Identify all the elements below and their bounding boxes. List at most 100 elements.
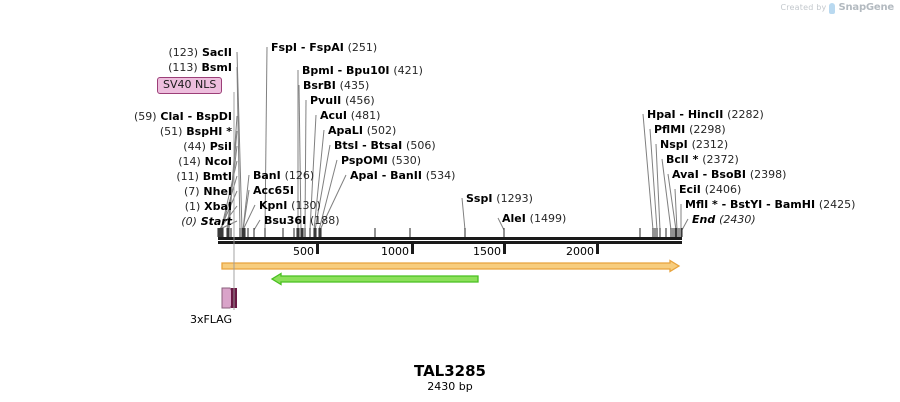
site-position: (530)	[391, 154, 422, 167]
restriction-site-label[interactable]: (51) BspHI *	[160, 125, 232, 138]
site-leader-line	[655, 143, 661, 231]
site-enzyme-name: BsmI	[197, 61, 233, 74]
restriction-site-label[interactable]: BanI (126)	[253, 169, 314, 182]
restriction-site-label[interactable]: MflI * - BstYI - BamHI (2425)	[685, 198, 855, 211]
site-position: (51)	[159, 125, 183, 138]
site-position: (2425)	[818, 198, 856, 211]
site-leader-line	[242, 189, 250, 231]
site-leader-line	[667, 173, 677, 231]
feature-badge-sv40-nls[interactable]: SV40 NLS	[157, 77, 223, 94]
site-enzyme-name: ApaLI	[328, 124, 367, 137]
restriction-site-label[interactable]: KpnI (130)	[259, 199, 321, 212]
site-position: (0)	[181, 215, 197, 228]
site-position: (534)	[425, 169, 456, 182]
restriction-site-label[interactable]: BsrBI (435)	[303, 79, 369, 92]
restriction-site-label[interactable]: (0) Start	[181, 215, 232, 228]
restriction-site-label[interactable]: ApaI - BanII (534)	[350, 169, 455, 182]
site-position: (481)	[350, 109, 381, 122]
site-position: (1293)	[496, 192, 533, 205]
site-enzyme-name: SacII	[198, 46, 232, 59]
restriction-site-label[interactable]: BtsI - BtsaI (506)	[334, 139, 436, 152]
site-position: (188)	[310, 214, 340, 227]
restriction-site-label[interactable]: (123) SacII	[169, 46, 232, 59]
site-leader-line	[314, 144, 331, 231]
site-leader-line	[309, 114, 317, 231]
site-position: (421)	[393, 64, 423, 77]
restriction-site-label[interactable]: (44) PsiI	[183, 140, 232, 153]
restriction-site-label[interactable]: (59) ClaI - BspDI	[134, 110, 232, 123]
restriction-site-label[interactable]: Bsu36I (188)	[264, 214, 340, 227]
restriction-site-label[interactable]: FspI - FspAI (251)	[271, 41, 377, 54]
restriction-site-label[interactable]: (113) BsmI	[168, 61, 232, 74]
ruler-tick	[503, 244, 506, 254]
site-enzyme-name: ApaI - BanII	[350, 169, 426, 182]
site-position: (2406)	[704, 183, 742, 196]
site-enzyme-name: KpnI	[259, 199, 292, 212]
restriction-site-label[interactable]: AleI (1499)	[502, 212, 566, 225]
ruler-tick-label: 500	[293, 245, 314, 258]
ruler-tick	[316, 244, 319, 254]
site-position: (123)	[168, 46, 199, 59]
cut-site-ticks-group	[217, 228, 683, 237]
site-position: (502)	[366, 124, 397, 137]
restriction-site-label[interactable]: (14) NcoI	[178, 155, 232, 168]
site-leader-line	[681, 218, 689, 231]
restriction-site-label[interactable]: BpmI - Bpu10I (421)	[302, 64, 423, 77]
site-position: (126)	[284, 169, 315, 182]
restriction-site-label[interactable]: ApaLI (502)	[328, 124, 396, 137]
site-position: (2430)	[719, 213, 756, 226]
page-title: TAL3285	[414, 362, 486, 380]
restriction-site-label[interactable]: AvaI - BsoBI (2398)	[672, 168, 786, 181]
ruler-tick-label: 2000	[566, 245, 594, 258]
site-enzyme-name: BtsI - BtsaI	[334, 139, 407, 152]
site-enzyme-name: BpmI - Bpu10I	[302, 64, 394, 77]
site-position: (2298)	[689, 123, 726, 136]
site-position: (2398)	[749, 168, 787, 181]
site-position: (1)	[184, 200, 201, 213]
restriction-site-label[interactable]: NspI (2312)	[660, 138, 728, 151]
site-position: (59)	[133, 110, 157, 123]
restriction-site-label[interactable]: AcuI (481)	[320, 109, 380, 122]
orf-arrow-reverse	[270, 272, 479, 286]
backbone-bottom-strand	[218, 241, 682, 244]
site-position: (113)	[168, 61, 198, 74]
restriction-site-label[interactable]: BclI * (2372)	[666, 153, 739, 166]
site-leader-line	[497, 217, 505, 231]
site-enzyme-name: FspI - FspAI	[271, 41, 348, 54]
site-leader-line	[264, 46, 268, 231]
site-enzyme-name: NcoI	[200, 155, 232, 168]
site-leader-line	[226, 145, 238, 231]
site-leader-line	[304, 99, 307, 231]
site-enzyme-name: BsrBI	[303, 79, 340, 92]
site-position: (11)	[176, 170, 199, 183]
site-enzyme-name: PsiI	[205, 140, 232, 153]
orf-arrow-forward	[221, 259, 681, 273]
site-leader-line	[642, 113, 654, 231]
restriction-site-label[interactable]: (1) XbaI	[185, 200, 232, 213]
restriction-site-label[interactable]: Acc65I	[253, 184, 294, 197]
site-leader-line	[674, 188, 678, 231]
restriction-site-label[interactable]: (11) BmtI	[176, 170, 232, 183]
site-enzyme-name: AcuI	[320, 109, 351, 122]
site-enzyme-name: HpaI - HincII	[647, 108, 728, 121]
site-leader-line	[461, 197, 466, 231]
site-enzyme-name: BspHI *	[182, 125, 232, 138]
restriction-site-label[interactable]: End (2430)	[692, 213, 756, 226]
site-leader-line	[661, 158, 672, 231]
site-leader-line	[318, 159, 338, 231]
site-position: (1499)	[529, 212, 567, 225]
restriction-site-label[interactable]: PspOMI (530)	[341, 154, 421, 167]
restriction-site-label[interactable]: (7) NheI	[184, 185, 232, 198]
restriction-site-label[interactable]: PvuII (456)	[310, 94, 375, 107]
restriction-site-label[interactable]: EciI (2406)	[679, 183, 741, 196]
site-enzyme-name: Bsu36I	[264, 214, 310, 227]
restriction-site-label[interactable]: PflMI (2298)	[654, 123, 726, 136]
restriction-site-label[interactable]: HpaI - HincII (2282)	[647, 108, 764, 121]
restriction-site-label[interactable]: SspI (1293)	[466, 192, 533, 205]
site-enzyme-name: AleI	[502, 212, 530, 225]
site-enzyme-name: NspI	[660, 138, 692, 151]
backbone-top-strand	[218, 237, 682, 240]
site-enzyme-name: SspI	[466, 192, 497, 205]
